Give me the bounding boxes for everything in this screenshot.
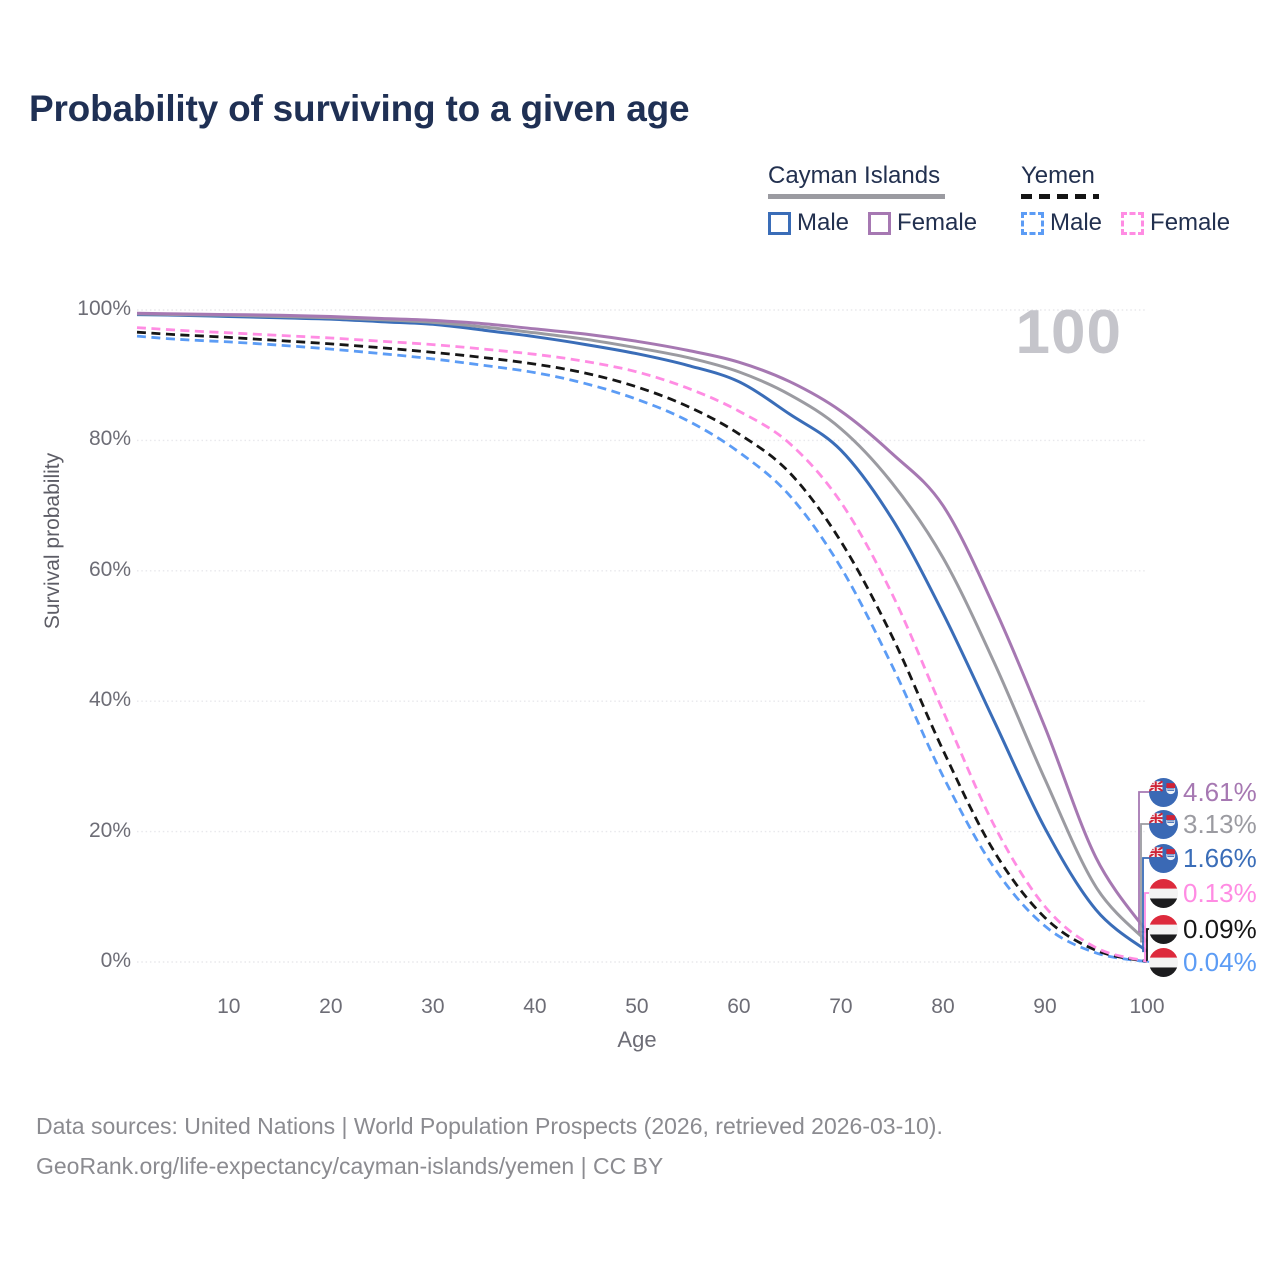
legend-swatch-cayman-female[interactable] xyxy=(868,211,892,235)
legend-item-yemen-male[interactable]: Male xyxy=(1050,209,1103,236)
legend-group-yemen: Yemen Male Female xyxy=(1021,162,1249,237)
legend-group-title: Cayman Islands xyxy=(768,162,941,189)
hovered-age-watermark: 100 xyxy=(1015,298,1122,367)
x-tick-label: 10 xyxy=(217,995,241,1018)
solid-line-style-swatch xyxy=(768,194,945,199)
dashed-line-style-swatch xyxy=(1021,194,1099,199)
legend-item-yemen-female[interactable]: Female xyxy=(1150,209,1231,236)
curve-cayman-islands-both-sexes[interactable] xyxy=(136,312,1149,943)
endpoint-connector xyxy=(1140,823,1150,943)
y-tick-label: 40% xyxy=(88,688,131,712)
legend-item-cayman-male[interactable]: Male xyxy=(797,209,850,236)
curve-yemen-female[interactable] xyxy=(136,326,1148,963)
endpoint-label-yemen-male: 0.04% xyxy=(1149,947,1257,977)
legend-group-title: Yemen xyxy=(1021,162,1095,189)
footer-line-1: Data sources: United Nations | World Pop… xyxy=(36,1113,943,1139)
endpoint-connector xyxy=(1144,892,1150,963)
y-tick-label: 20% xyxy=(88,818,131,842)
x-tick-label: 60 xyxy=(727,995,751,1018)
y-tick-label: 0% xyxy=(100,949,131,972)
y-axis-label: Survival probability xyxy=(41,452,64,630)
x-tick-label: 100 xyxy=(1129,995,1165,1018)
curve-cayman-islands-female[interactable] xyxy=(136,311,1149,933)
legend-swatch-cayman-male[interactable] xyxy=(768,211,791,235)
curve-yemen-male[interactable] xyxy=(136,334,1148,964)
x-tick-label: 50 xyxy=(625,995,649,1018)
legend-swatch-yemen-male[interactable] xyxy=(1021,211,1044,235)
data-source-footer: Data sources: United Nations | World Pop… xyxy=(36,1106,943,1186)
legend-swatch-yemen-female[interactable] xyxy=(1121,211,1145,235)
x-tick-label: 70 xyxy=(829,995,853,1018)
endpoint-label-yemen-female: 0.13% xyxy=(1149,878,1257,908)
x-tick-label: 20 xyxy=(319,995,343,1018)
y-tick-label: 100% xyxy=(77,297,131,320)
endpoint-value: 0.09% xyxy=(1183,913,1257,944)
cayman-islands-flag-icon xyxy=(1149,843,1178,873)
x-axis-label: Age xyxy=(617,1027,657,1052)
yemen-flag-icon xyxy=(1149,914,1178,944)
page-title: Probability of surviving to a given age xyxy=(29,88,690,129)
footer-line-2: GeoRank.org/life-expectancy/cayman-islan… xyxy=(36,1153,664,1179)
endpoint-label-cayman-female: 4.61% xyxy=(1149,777,1257,807)
x-tick-label: 40 xyxy=(523,995,547,1018)
endpoint-value: 1.66% xyxy=(1183,842,1257,873)
x-tick-label: 30 xyxy=(421,995,445,1018)
x-tick-label: 90 xyxy=(1033,995,1057,1018)
legend-item-cayman-female[interactable]: Female xyxy=(897,209,978,236)
legend-group-cayman-islands: Cayman Islands Male Female xyxy=(768,162,996,237)
y-tick-label: 80% xyxy=(88,427,131,451)
curve-yemen-both-sexes[interactable] xyxy=(136,330,1148,963)
endpoint-value: 3.13% xyxy=(1183,808,1257,839)
endpoint-label-yemen-both: 0.09% xyxy=(1149,914,1257,944)
endpoint-label-cayman-male: 1.66% xyxy=(1149,843,1257,873)
endpoint-connector xyxy=(1146,928,1150,962)
x-tick-label: 80 xyxy=(931,995,955,1018)
cayman-islands-flag-icon xyxy=(1149,809,1178,839)
y-tick-label: 60% xyxy=(88,557,131,581)
endpoint-value: 4.61% xyxy=(1183,776,1257,807)
endpoint-value: 0.04% xyxy=(1183,946,1257,977)
yemen-flag-icon xyxy=(1149,878,1178,908)
endpoint-label-cayman-both: 3.13% xyxy=(1149,809,1257,839)
yemen-flag-icon xyxy=(1149,947,1178,977)
endpoint-value: 0.13% xyxy=(1183,877,1257,908)
cayman-islands-flag-icon xyxy=(1149,777,1178,807)
